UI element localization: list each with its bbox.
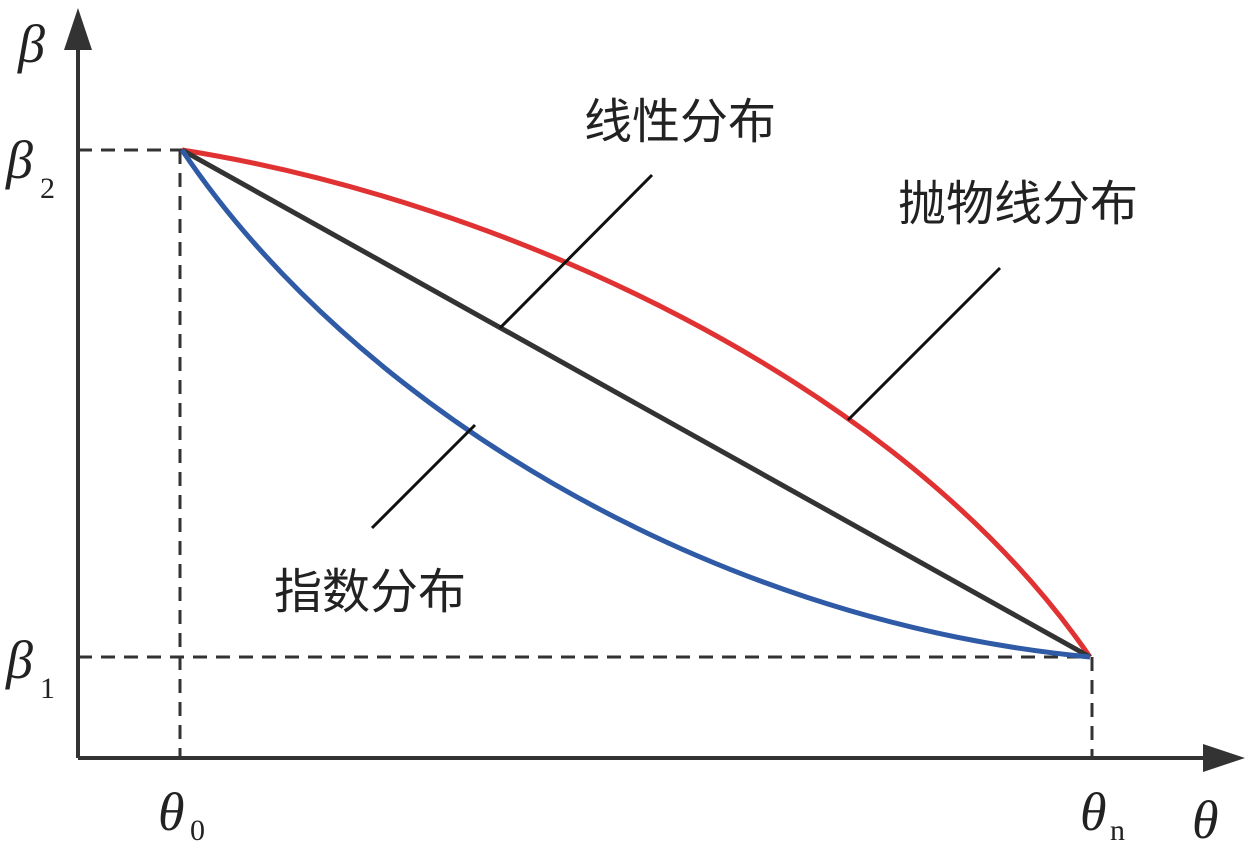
tick-label: θ: [1080, 782, 1107, 842]
x-axis-label: θ: [1192, 790, 1219, 843]
tick-label: β: [5, 630, 33, 690]
leader-line: [498, 173, 654, 330]
x-axis-arrow: [1203, 744, 1245, 772]
tick-subscript: n: [1110, 814, 1125, 843]
tick-subscript: 1: [40, 672, 55, 705]
tick-label: β: [5, 130, 33, 190]
exponential-label: 指数分布: [274, 564, 466, 620]
y-axis-label: β: [17, 14, 45, 74]
tick-subscript: 0: [190, 814, 205, 843]
leader-line: [370, 423, 477, 530]
linear-curve: [180, 147, 1092, 660]
y-axis-arrow: [64, 8, 92, 50]
parabolic-label: 抛物线分布: [898, 176, 1138, 232]
tick-label: θ: [158, 782, 185, 842]
linear-label: 线性分布: [584, 94, 776, 150]
leader-line: [846, 266, 1002, 422]
exponential-curve: [179, 148, 1091, 660]
tick-subscript: 2: [40, 172, 55, 205]
parabolic-curve: [181, 147, 1093, 659]
